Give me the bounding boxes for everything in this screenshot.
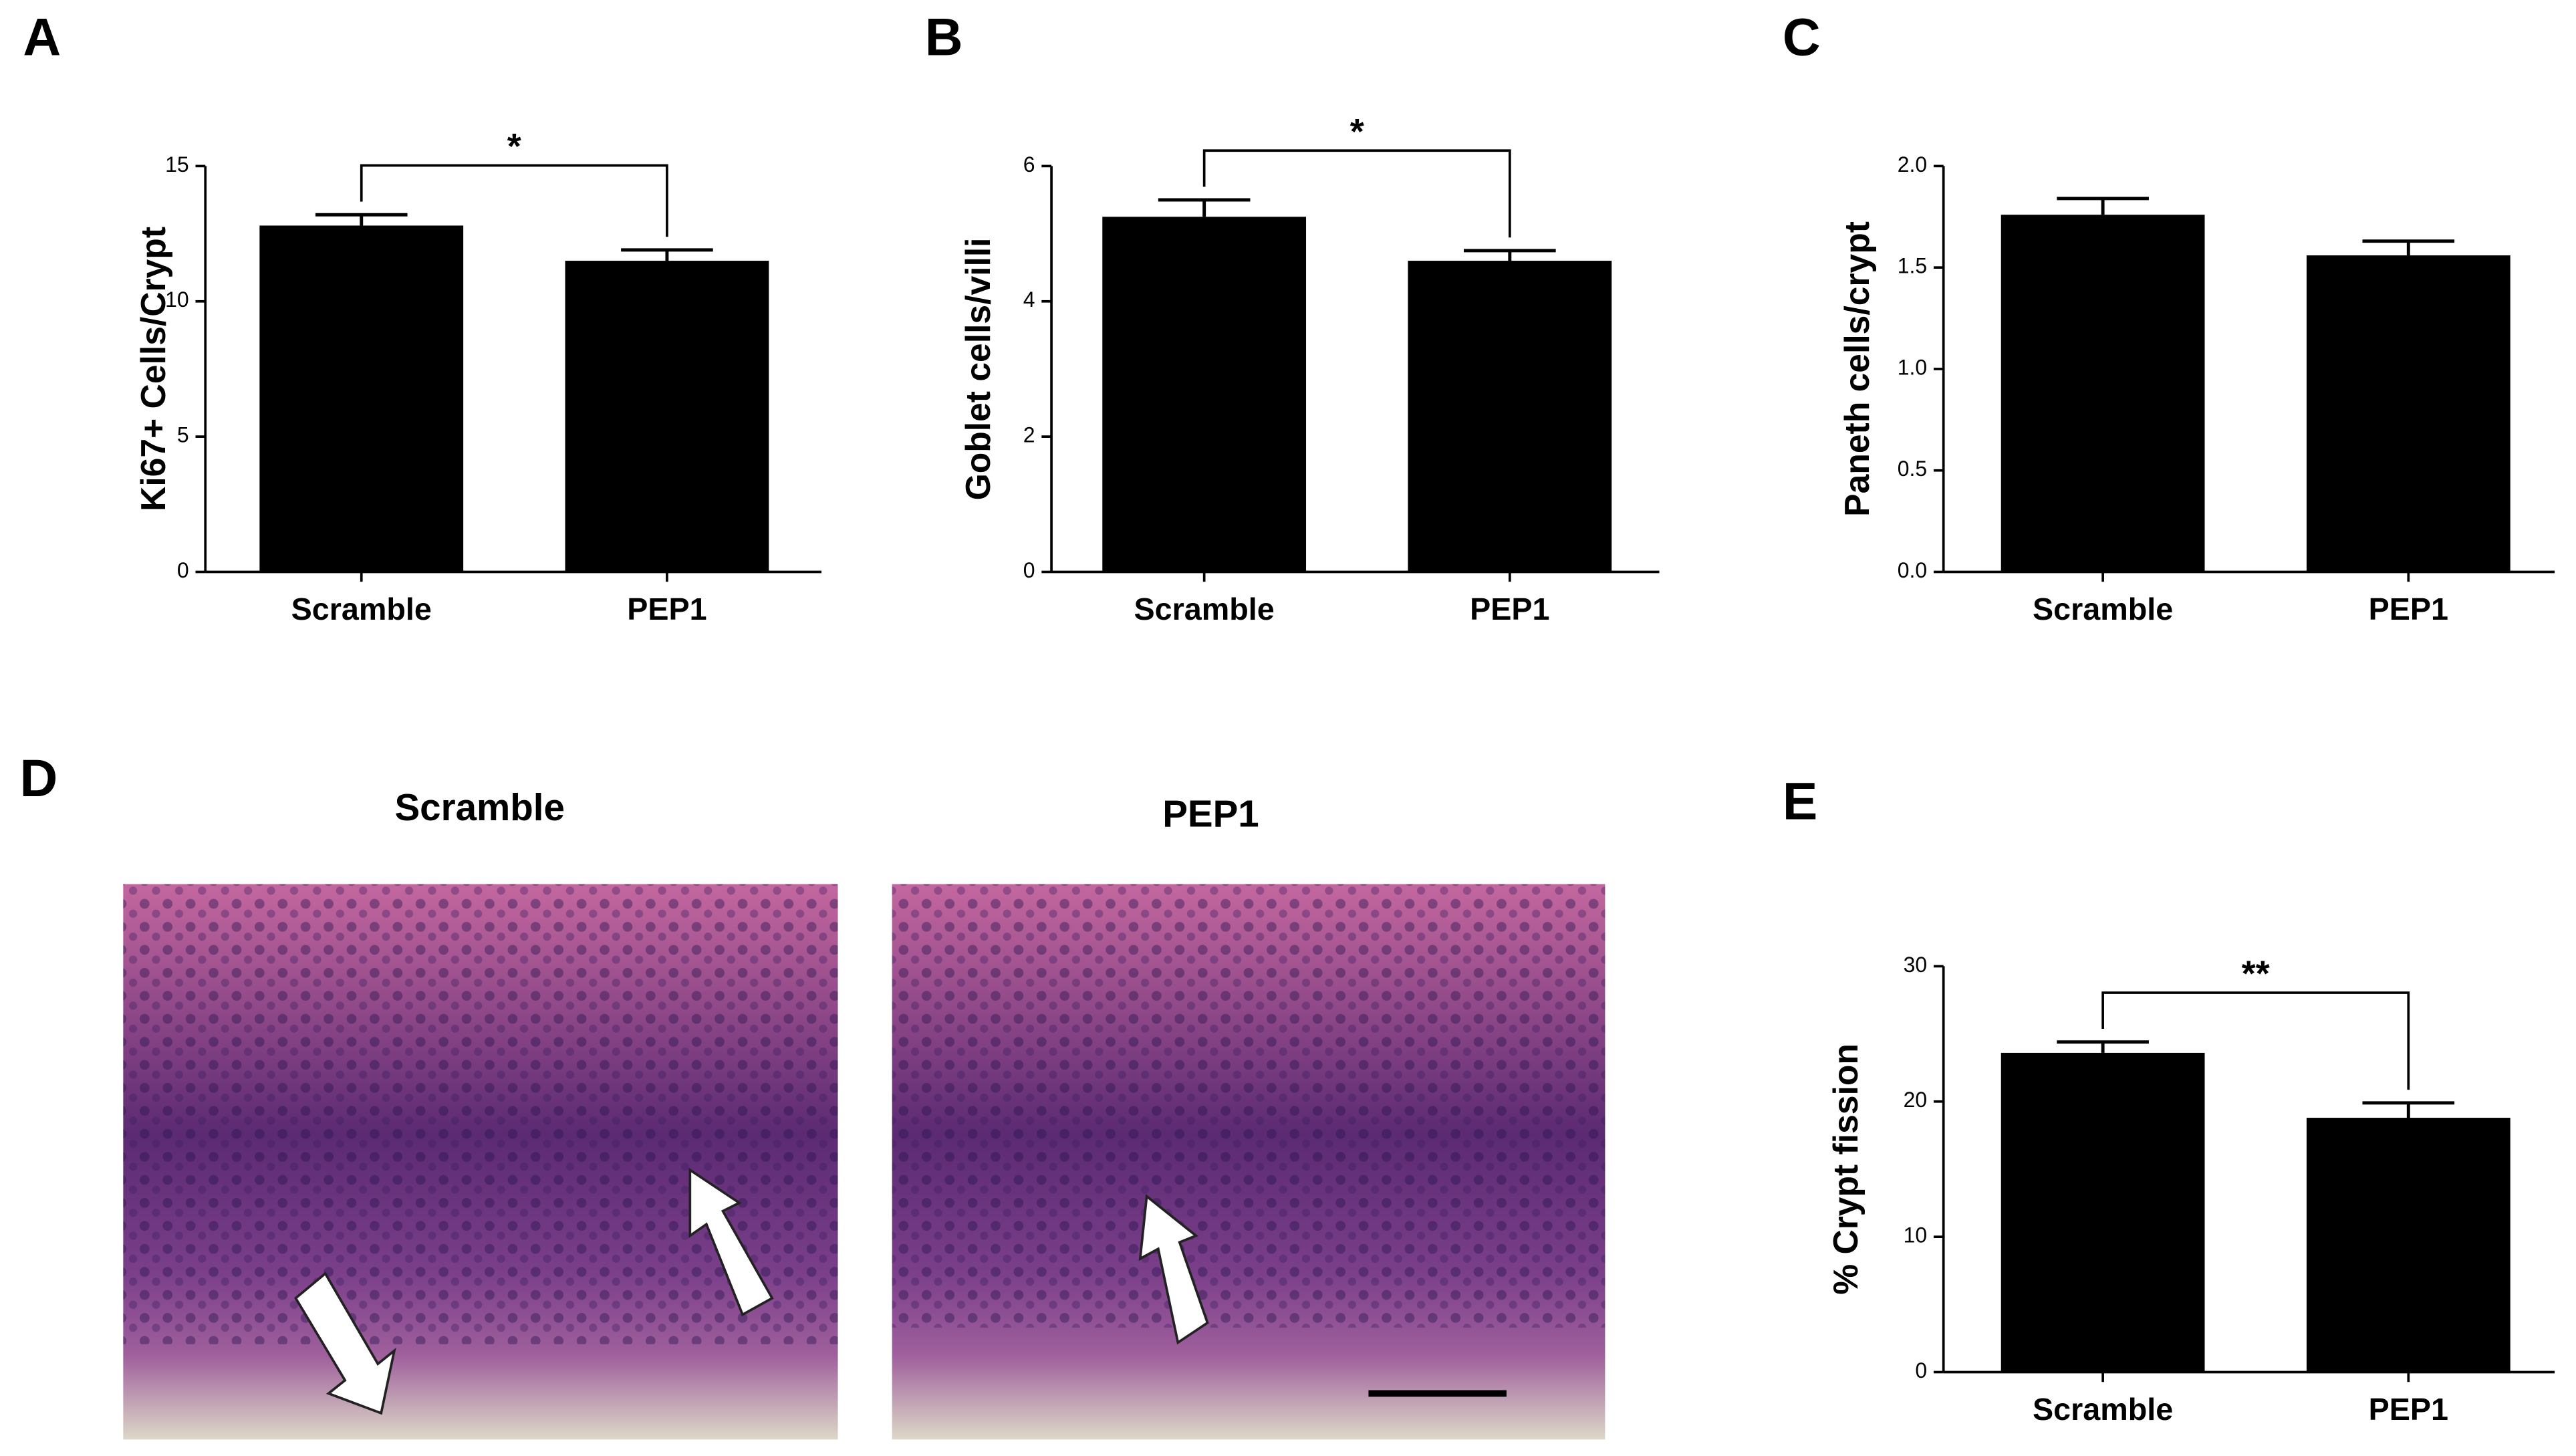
panel-letter: D: [19, 749, 57, 808]
y-tick-label: 0.5: [1898, 457, 1927, 481]
y-tick-label: 5: [177, 423, 189, 447]
image-title: PEP1: [1162, 793, 1259, 835]
y-tick-label: 15: [165, 152, 189, 176]
y-axis-label: Goblet cells/villi: [958, 237, 997, 500]
significance-label: *: [507, 126, 521, 166]
panel-letter: E: [1783, 771, 1817, 830]
y-tick-label: 0: [1915, 1358, 1927, 1382]
y-axis-label: Paneth cells/crypt: [1837, 221, 1876, 517]
panel-letter: A: [23, 7, 61, 66]
panel-letter: C: [1783, 7, 1821, 66]
y-axis-label: Ki67+ Cells/Crypt: [134, 227, 172, 511]
significance-label: **: [2242, 954, 2270, 994]
panel-letter: B: [925, 7, 963, 66]
y-tick-label: 0: [1023, 558, 1035, 582]
bar: [2001, 1052, 2205, 1372]
y-tick-label: 10: [1904, 1223, 1928, 1247]
x-tick-label: PEP1: [2369, 1392, 2448, 1427]
bar: [565, 261, 769, 572]
bar: [259, 225, 464, 572]
x-tick-label: PEP1: [1470, 592, 1549, 626]
y-tick-label: 20: [1904, 1088, 1928, 1112]
x-tick-label: PEP1: [2369, 592, 2448, 626]
x-tick-label: Scramble: [2033, 592, 2173, 626]
significance-bracket: [360, 164, 668, 237]
bar: [2306, 255, 2510, 572]
bar: [2001, 215, 2205, 572]
x-tick-label: Scramble: [1134, 592, 1275, 626]
x-tick-label: PEP1: [627, 592, 706, 626]
y-tick-label: 10: [165, 287, 189, 312]
y-tick-label: 2: [1023, 423, 1035, 447]
bar: [2306, 1118, 2510, 1372]
significance-bracket: [2101, 991, 2410, 1090]
y-tick-label: 0: [177, 558, 189, 582]
x-tick-label: Scramble: [2033, 1392, 2173, 1427]
bar: [1102, 217, 1307, 572]
y-tick-label: 30: [1904, 953, 1928, 977]
y-tick-label: 1.5: [1898, 254, 1927, 278]
y-tick-label: 1.0: [1898, 355, 1927, 379]
y-tick-label: 4: [1023, 287, 1035, 312]
histology-image: [892, 884, 1605, 1440]
significance-bracket: [1202, 149, 1511, 238]
y-tick-label: 0.0: [1898, 558, 1927, 582]
histology-image: [123, 884, 838, 1440]
image-title: Scramble: [394, 786, 564, 828]
y-tick-label: 6: [1023, 152, 1035, 176]
y-axis-label: % Crypt fission: [1826, 1044, 1865, 1295]
y-tick-label: 2.0: [1898, 152, 1927, 176]
bar: [1408, 261, 1612, 572]
x-tick-label: Scramble: [291, 592, 432, 626]
significance-label: *: [1350, 112, 1364, 152]
